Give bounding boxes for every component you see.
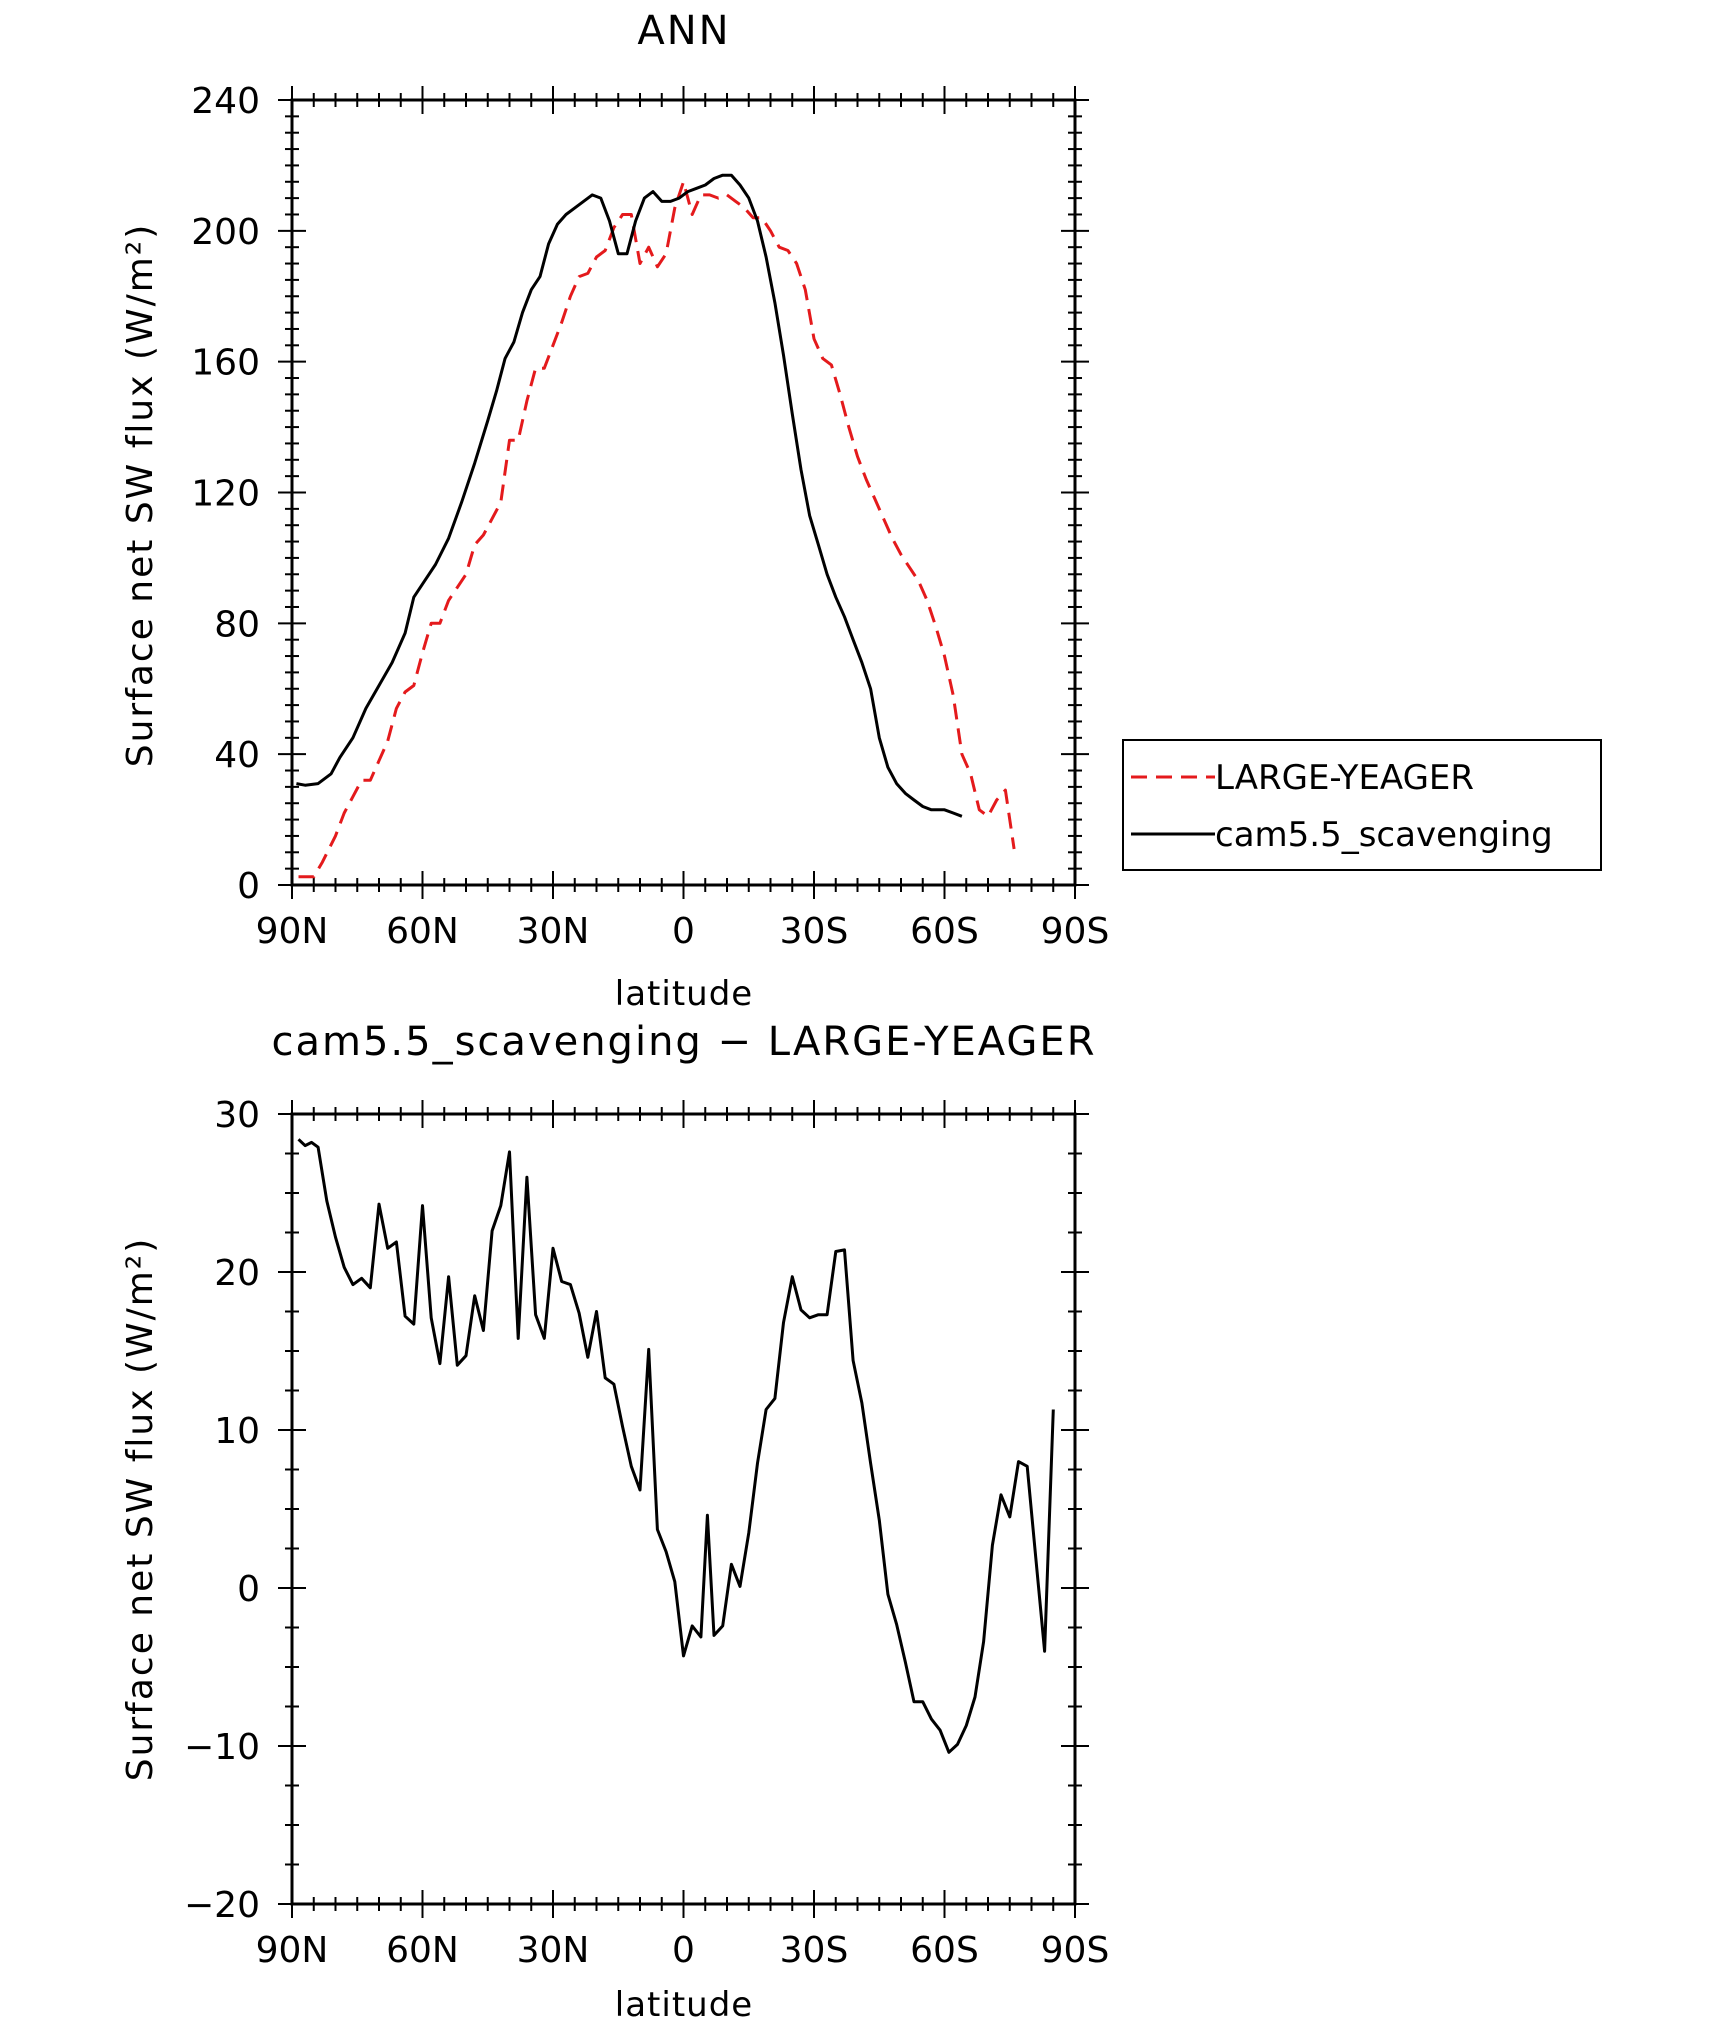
series-line-difference <box>297 1138 1055 1754</box>
y-tick-label: 160 <box>191 343 260 384</box>
y-tick-label: 10 <box>214 1411 260 1452</box>
y-tick-label: 40 <box>214 735 260 776</box>
top-panel: ANN Surface net SW flux (W/m²) latitude … <box>120 8 1602 1014</box>
x-tick-label: 60N <box>386 1930 459 1971</box>
series-line-cam5-5-scavenging <box>296 173 963 818</box>
y-tick-label: 200 <box>191 212 260 253</box>
bottom-panel-x-axis-label: latitude <box>615 1985 753 2021</box>
bottom-panel-title: cam5.5_scavenging − LARGE-YEAGER <box>272 1019 1097 1065</box>
top-panel-title: ANN <box>637 8 730 54</box>
x-tick-label: 0 <box>672 911 695 952</box>
bottom-panel: cam5.5_scavenging − LARGE-YEAGER Surface… <box>120 1019 1109 2021</box>
plot-frame <box>290 98 1077 887</box>
top-panel-grid-layer: 90N 60N 30N 0 30S 60S 90S 0 40 80 120 160 200 240 <box>191 81 1109 952</box>
x-tick-label: 90S <box>1041 911 1110 952</box>
bottom-panel-series-layer <box>297 1138 1055 1754</box>
x-tick-label: 30N <box>517 1930 590 1971</box>
y-tick-label: 30 <box>214 1095 260 1136</box>
y-tick-label: −20 <box>184 1885 260 1926</box>
legend-label-large-yeager: LARGE-YEAGER <box>1215 758 1474 798</box>
y-tick-label: 240 <box>191 81 260 122</box>
legend-label-cam5-5-scavenging: cam5.5_scavenging <box>1215 815 1553 855</box>
y-tick-label: 120 <box>191 474 260 515</box>
legend: LARGE-YEAGER cam5.5_scavenging <box>1122 739 1602 871</box>
x-tick-label: 60S <box>910 1930 979 1971</box>
top-panel-series-layer <box>296 173 1016 879</box>
x-tick-label: 60N <box>386 911 459 952</box>
top-panel-x-axis-label: latitude <box>615 974 753 1014</box>
top-panel-y-axis-label: Surface net SW flux (W/m²) <box>120 223 161 768</box>
x-tick-label: 90N <box>256 1930 329 1971</box>
x-tick-label: 90N <box>256 911 329 952</box>
bottom-panel-grid-layer: 90N 60N 30N 0 30S 60S 90S −20 −10 0 10 20 30 <box>184 1095 1109 1971</box>
y-tick-label: 80 <box>214 604 260 645</box>
x-tick-label: 0 <box>672 1930 695 1971</box>
y-tick-label: 20 <box>214 1253 260 1294</box>
x-tick-label: 30S <box>780 911 849 952</box>
series-line-large-yeager <box>298 180 1016 879</box>
x-tick-label: 30S <box>780 1930 849 1971</box>
y-tick-label: −10 <box>184 1727 260 1768</box>
bottom-panel-y-axis-label: Surface net SW flux (W/m²) <box>120 1237 161 1782</box>
legend-box <box>1122 739 1602 871</box>
plot-frame <box>290 1112 1077 1906</box>
y-tick-label: 0 <box>237 866 260 907</box>
x-tick-label: 90S <box>1041 1930 1110 1971</box>
y-tick-label: 0 <box>237 1569 260 1610</box>
x-tick-label: 60S <box>910 911 979 952</box>
x-tick-label: 30N <box>517 911 590 952</box>
